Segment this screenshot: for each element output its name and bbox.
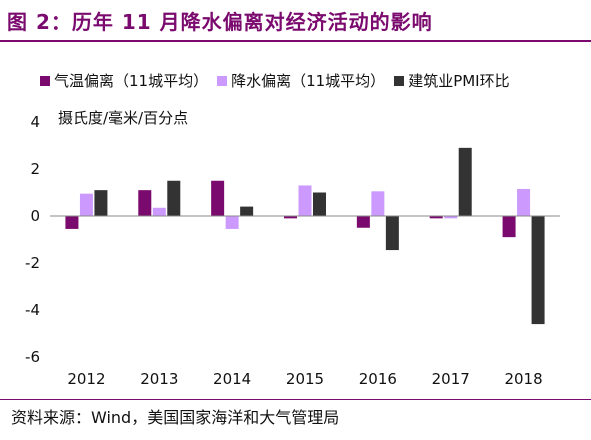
y-tick-label: 4 bbox=[30, 113, 40, 131]
bar-2016-series-2 bbox=[385, 216, 399, 251]
y-tick-label: 0 bbox=[30, 207, 40, 225]
bar-2017-series-2 bbox=[458, 147, 472, 216]
bar-2015-series-0 bbox=[284, 216, 297, 219]
y-tick-label: -2 bbox=[25, 254, 40, 272]
bar-2013-series-2 bbox=[167, 180, 181, 216]
bar-2015-series-1 bbox=[298, 185, 312, 216]
legend-label-precip: 降水偏离（11城平均） bbox=[231, 72, 386, 90]
source-note: 资料来源：Wind，美国国家海洋和大气管理局 bbox=[11, 408, 340, 427]
title-divider bbox=[0, 40, 591, 42]
legend: 气温偏离（11城平均） 降水偏离（11城平均） 建筑业PMI环比 bbox=[40, 70, 519, 91]
x-tick-label-2012: 2012 bbox=[67, 370, 105, 388]
bar-2014-series-0 bbox=[211, 180, 225, 216]
bar-2016-series-0 bbox=[356, 216, 370, 228]
bar-2016-series-1 bbox=[371, 191, 385, 216]
y-axis-unit-label: 摄氏度/毫米/百分点 bbox=[58, 109, 189, 127]
legend-item-temp: 气温偏离（11城平均） bbox=[40, 70, 208, 91]
y-tick-label: 2 bbox=[30, 160, 40, 178]
bar-2014-series-2 bbox=[240, 206, 254, 216]
x-tick-label-2016: 2016 bbox=[359, 370, 397, 388]
bar-2012-series-2 bbox=[94, 190, 108, 216]
bar-2018-series-1 bbox=[517, 188, 531, 216]
x-tick-label-2014: 2014 bbox=[213, 370, 251, 388]
bar-2015-series-2 bbox=[313, 192, 326, 216]
bar-2013-series-0 bbox=[138, 190, 152, 216]
figure-title: 图 2：历年 11 月降水偏离对经济活动的影响 bbox=[7, 10, 433, 34]
legend-swatch-precip bbox=[217, 75, 228, 86]
legend-swatch-temp bbox=[40, 75, 50, 86]
legend-swatch-pmi bbox=[394, 75, 405, 86]
bar-2014-series-1 bbox=[225, 216, 239, 229]
legend-item-pmi: 建筑业PMI环比 bbox=[394, 70, 510, 91]
bar-2018-series-0 bbox=[502, 216, 516, 238]
x-tick-label-2017: 2017 bbox=[432, 370, 470, 388]
bar-2012-series-0 bbox=[65, 216, 79, 229]
bar-2018-series-2 bbox=[531, 216, 545, 325]
bar-chart: 2012 2013 2014 2015 2016 2017 2018 4 2 0 -2 -4 -6 bbox=[25, 113, 560, 388]
y-tick-label: -6 bbox=[25, 348, 40, 366]
x-tick-label-2015: 2015 bbox=[286, 370, 324, 388]
bar-2017-series-0 bbox=[429, 216, 443, 219]
legend-item-precip: 降水偏离（11城平均） bbox=[217, 70, 385, 91]
legend-label-temp: 气温偏离（11城平均） bbox=[54, 72, 209, 90]
bar-2013-series-1 bbox=[152, 207, 166, 216]
x-tick-label-2018: 2018 bbox=[504, 370, 542, 388]
source-divider bbox=[0, 399, 591, 400]
y-tick-label: -4 bbox=[25, 301, 40, 319]
x-tick-label-2013: 2013 bbox=[140, 370, 178, 388]
legend-label-pmi: 建筑业PMI环比 bbox=[408, 72, 510, 90]
bar-2012-series-1 bbox=[79, 193, 93, 216]
bar-2017-series-1 bbox=[444, 216, 458, 219]
